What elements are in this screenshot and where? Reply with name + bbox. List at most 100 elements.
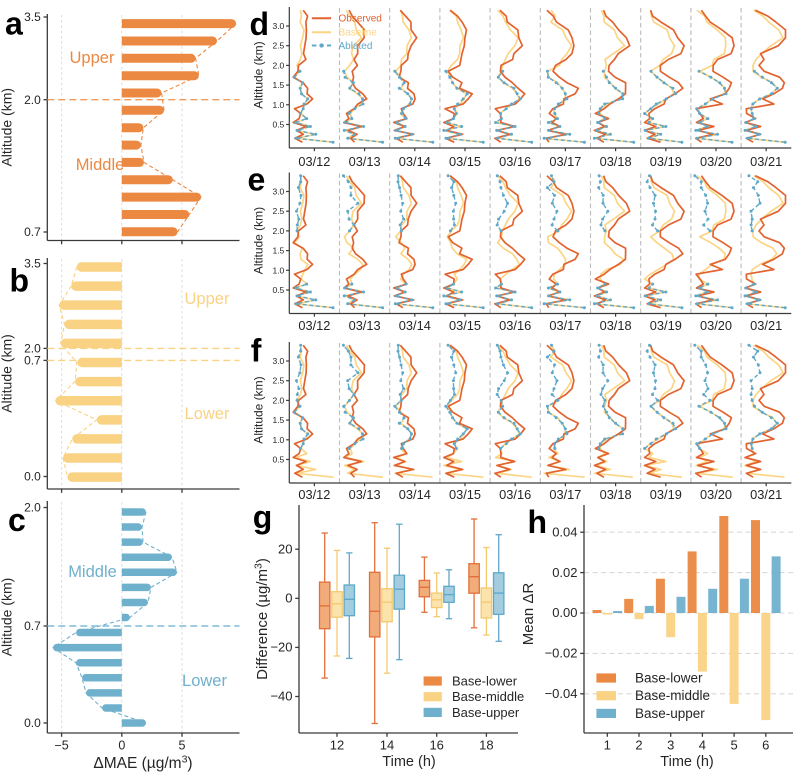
- svg-text:Altitude (km): Altitude (km): [0, 578, 15, 657]
- svg-text:0.5: 0.5: [272, 455, 284, 465]
- svg-text:03/20: 03/20: [700, 154, 732, 169]
- svg-text:12: 12: [330, 738, 344, 753]
- svg-text:h: h: [528, 504, 548, 540]
- svg-text:Altitude (km): Altitude (km): [0, 88, 14, 167]
- svg-text:5: 5: [179, 739, 186, 753]
- svg-text:Time (h): Time (h): [660, 754, 713, 770]
- svg-text:03/16: 03/16: [499, 154, 531, 169]
- svg-text:−20: −20: [270, 640, 292, 655]
- svg-text:1.5: 1.5: [272, 80, 284, 90]
- svg-text:Observed: Observed: [339, 14, 382, 25]
- svg-text:03/21: 03/21: [750, 318, 782, 333]
- svg-text:2.0: 2.0: [24, 93, 41, 107]
- svg-text:−5: −5: [54, 739, 68, 753]
- svg-text:0.00: 0.00: [552, 605, 577, 620]
- svg-text:0.0: 0.0: [24, 716, 41, 730]
- svg-text:1.0: 1.0: [272, 435, 284, 445]
- svg-text:1.0: 1.0: [272, 265, 284, 275]
- svg-text:Altitude (km): Altitude (km): [252, 207, 266, 274]
- svg-text:Mean ΔR: Mean ΔR: [520, 583, 537, 646]
- svg-text:d: d: [250, 6, 270, 42]
- svg-text:03/18: 03/18: [600, 154, 632, 169]
- svg-text:c: c: [8, 502, 26, 538]
- svg-text:Difference (µg/m3): Difference (µg/m3): [253, 558, 272, 680]
- svg-text:Lower: Lower: [182, 672, 227, 690]
- svg-text:20: 20: [278, 541, 292, 556]
- svg-text:16: 16: [429, 738, 443, 753]
- svg-text:2.0: 2.0: [24, 342, 41, 356]
- svg-text:03/19: 03/19: [650, 154, 682, 169]
- svg-text:Base-lower: Base-lower: [452, 673, 518, 688]
- svg-text:0.5: 0.5: [272, 120, 284, 130]
- svg-text:Time (h): Time (h): [382, 754, 435, 770]
- svg-text:Base-middle: Base-middle: [452, 689, 524, 704]
- svg-text:g: g: [253, 499, 273, 535]
- svg-text:Lower: Lower: [185, 405, 230, 423]
- svg-text:Upper: Upper: [70, 49, 115, 67]
- svg-text:03/17: 03/17: [549, 318, 581, 333]
- svg-text:03/18: 03/18: [600, 487, 632, 502]
- svg-text:4: 4: [699, 738, 706, 753]
- svg-text:Middle: Middle: [68, 563, 117, 581]
- svg-text:Middle: Middle: [76, 156, 125, 174]
- svg-text:2.0: 2.0: [272, 395, 284, 405]
- svg-text:03/12: 03/12: [298, 154, 330, 169]
- svg-text:6: 6: [762, 738, 769, 753]
- svg-text:03/15: 03/15: [449, 154, 481, 169]
- svg-text:−40: −40: [270, 689, 292, 704]
- svg-text:−0.02: −0.02: [545, 646, 578, 661]
- svg-text:0.0: 0.0: [24, 470, 41, 484]
- svg-text:−0.04: −0.04: [545, 686, 578, 701]
- svg-text:2.0: 2.0: [272, 60, 284, 70]
- svg-text:3: 3: [667, 738, 674, 753]
- svg-text:Base-upper: Base-upper: [452, 705, 520, 720]
- svg-text:1.0: 1.0: [272, 100, 284, 110]
- svg-text:03/16: 03/16: [499, 487, 531, 502]
- svg-text:03/14: 03/14: [399, 318, 431, 333]
- svg-text:2.5: 2.5: [272, 206, 284, 216]
- svg-text:3.0: 3.0: [272, 21, 284, 31]
- svg-text:03/20: 03/20: [700, 487, 732, 502]
- svg-text:Upper: Upper: [185, 290, 230, 308]
- svg-text:f: f: [251, 333, 262, 369]
- svg-text:3.0: 3.0: [272, 187, 284, 197]
- svg-text:5: 5: [730, 738, 737, 753]
- svg-text:e: e: [248, 162, 266, 198]
- svg-text:b: b: [10, 263, 30, 299]
- svg-text:3.5: 3.5: [24, 10, 41, 24]
- svg-text:03/19: 03/19: [650, 487, 682, 502]
- svg-text:1.5: 1.5: [272, 246, 284, 256]
- svg-text:0.04: 0.04: [552, 524, 577, 539]
- svg-text:3.5: 3.5: [24, 257, 41, 271]
- svg-text:03/12: 03/12: [298, 487, 330, 502]
- svg-text:03/17: 03/17: [549, 154, 581, 169]
- svg-text:2.5: 2.5: [272, 376, 284, 386]
- svg-text:14: 14: [380, 738, 394, 753]
- svg-text:a: a: [5, 6, 23, 42]
- svg-text:Baseline: Baseline: [339, 28, 378, 39]
- svg-text:03/19: 03/19: [650, 318, 682, 333]
- svg-text:0: 0: [285, 591, 292, 606]
- svg-text:0: 0: [118, 739, 125, 753]
- svg-text:03/15: 03/15: [449, 318, 481, 333]
- svg-text:03/13: 03/13: [349, 154, 381, 169]
- svg-text:0.02: 0.02: [552, 565, 577, 580]
- svg-text:18: 18: [479, 738, 493, 753]
- svg-text:2.0: 2.0: [272, 226, 284, 236]
- svg-text:03/18: 03/18: [600, 318, 632, 333]
- svg-text:03/14: 03/14: [399, 154, 431, 169]
- svg-text:03/12: 03/12: [298, 318, 330, 333]
- svg-text:0.5: 0.5: [272, 285, 284, 295]
- svg-text:03/21: 03/21: [750, 487, 782, 502]
- svg-text:03/20: 03/20: [700, 318, 732, 333]
- svg-text:03/17: 03/17: [549, 487, 581, 502]
- svg-text:Base-lower: Base-lower: [635, 670, 703, 685]
- svg-text:Altitude (km): Altitude (km): [0, 334, 15, 413]
- svg-text:03/21: 03/21: [750, 154, 782, 169]
- svg-text:2.5: 2.5: [272, 41, 284, 51]
- svg-text:03/13: 03/13: [349, 318, 381, 333]
- svg-text:ΔMAE (µg/m3): ΔMAE (µg/m3): [93, 754, 192, 773]
- svg-text:2.0: 2.0: [24, 501, 41, 515]
- svg-text:1.5: 1.5: [272, 415, 284, 425]
- svg-text:3.0: 3.0: [272, 356, 284, 366]
